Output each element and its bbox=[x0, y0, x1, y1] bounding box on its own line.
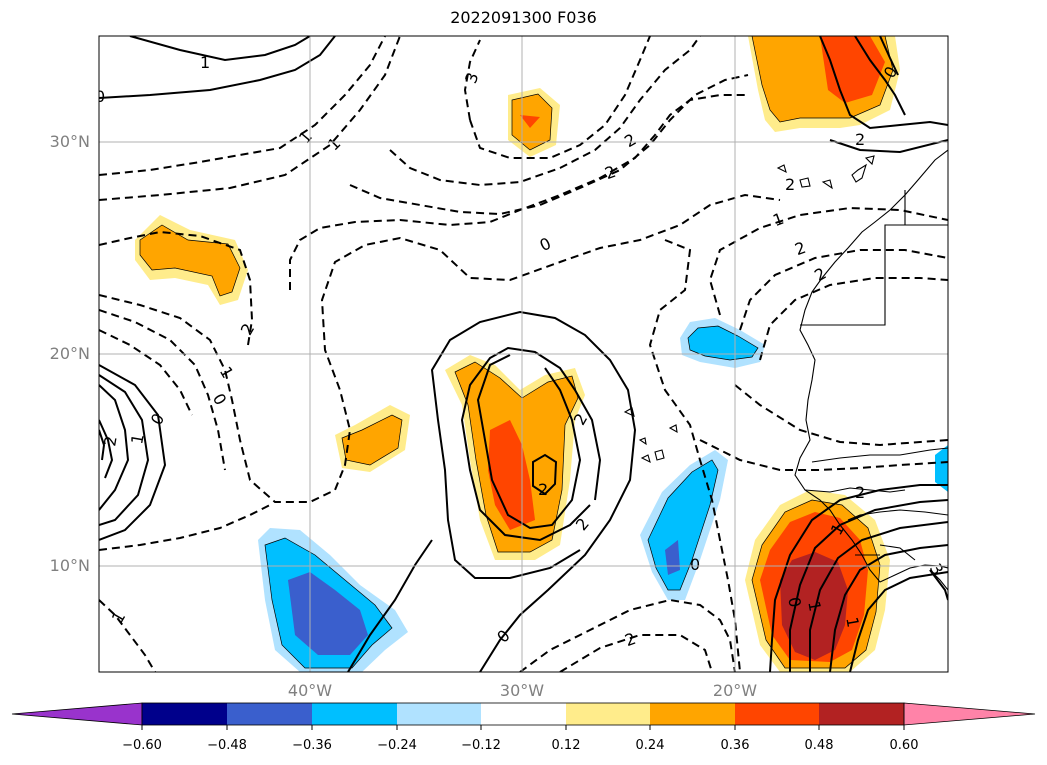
lat-label-20n: 20°N bbox=[49, 344, 90, 363]
contour-label: 1 bbox=[127, 432, 147, 445]
map-title: 2022091300 F036 bbox=[450, 8, 597, 27]
colorbar-extend-high bbox=[903, 702, 1036, 726]
contour-label: 0 bbox=[95, 87, 105, 106]
colorbar bbox=[11, 702, 1036, 730]
colorbar-tick-label: 0.36 bbox=[720, 738, 750, 753]
contour-label: 2 bbox=[855, 483, 865, 502]
colorbar-ticks bbox=[141, 725, 905, 730]
lat-label-10n: 10°N bbox=[49, 556, 90, 575]
colorbar-cell bbox=[735, 703, 819, 725]
colorbar-tick-label: −0.12 bbox=[461, 738, 501, 753]
colorbar-cell bbox=[650, 703, 735, 725]
contour-label: 2 bbox=[855, 130, 865, 149]
colorbar-cell bbox=[227, 703, 312, 725]
colorbar-tick-label: 0.48 bbox=[804, 738, 834, 753]
coastlines bbox=[623, 149, 948, 591]
contour-label: 0 bbox=[690, 555, 700, 574]
colorbar-tick-label: 0.12 bbox=[551, 738, 581, 753]
contour-label: 2 bbox=[785, 175, 795, 194]
contour-label: 1 bbox=[804, 600, 824, 613]
colorbar-cell bbox=[819, 703, 904, 725]
lat-label-30n: 30°N bbox=[49, 132, 90, 151]
lon-label-40w: 40°W bbox=[287, 681, 333, 700]
colorbar-tick-label: 0.60 bbox=[889, 738, 919, 753]
colorbar-tick-label: −0.60 bbox=[122, 738, 162, 753]
lon-label-20w: 20°W bbox=[712, 681, 758, 700]
colorbar-cell bbox=[481, 703, 566, 725]
colorbar-cell bbox=[397, 703, 481, 725]
dashed-contours bbox=[99, 36, 948, 672]
contour-label: 1 bbox=[842, 616, 862, 629]
colorbar-tick-label: −0.48 bbox=[207, 738, 247, 753]
colorbar-cell bbox=[312, 703, 397, 725]
contour-label: 0 bbox=[784, 596, 804, 609]
plot-frame bbox=[98, 35, 949, 673]
contour-label: 2 bbox=[538, 480, 548, 499]
contour-label: 2 bbox=[100, 434, 120, 447]
colorbar-cell bbox=[566, 703, 650, 725]
colorbar-tick-label: 0.24 bbox=[635, 738, 665, 753]
gridlines bbox=[99, 36, 948, 672]
colorbar-tick-label: −0.24 bbox=[377, 738, 417, 753]
colorbar-tick-label: −0.36 bbox=[292, 738, 332, 753]
colorbar-extend-low bbox=[11, 702, 143, 726]
colorbar-cell bbox=[142, 703, 227, 725]
contour-label: 1 bbox=[200, 53, 210, 72]
solid-contours bbox=[99, 36, 948, 672]
lon-label-30w: 30°W bbox=[499, 681, 545, 700]
